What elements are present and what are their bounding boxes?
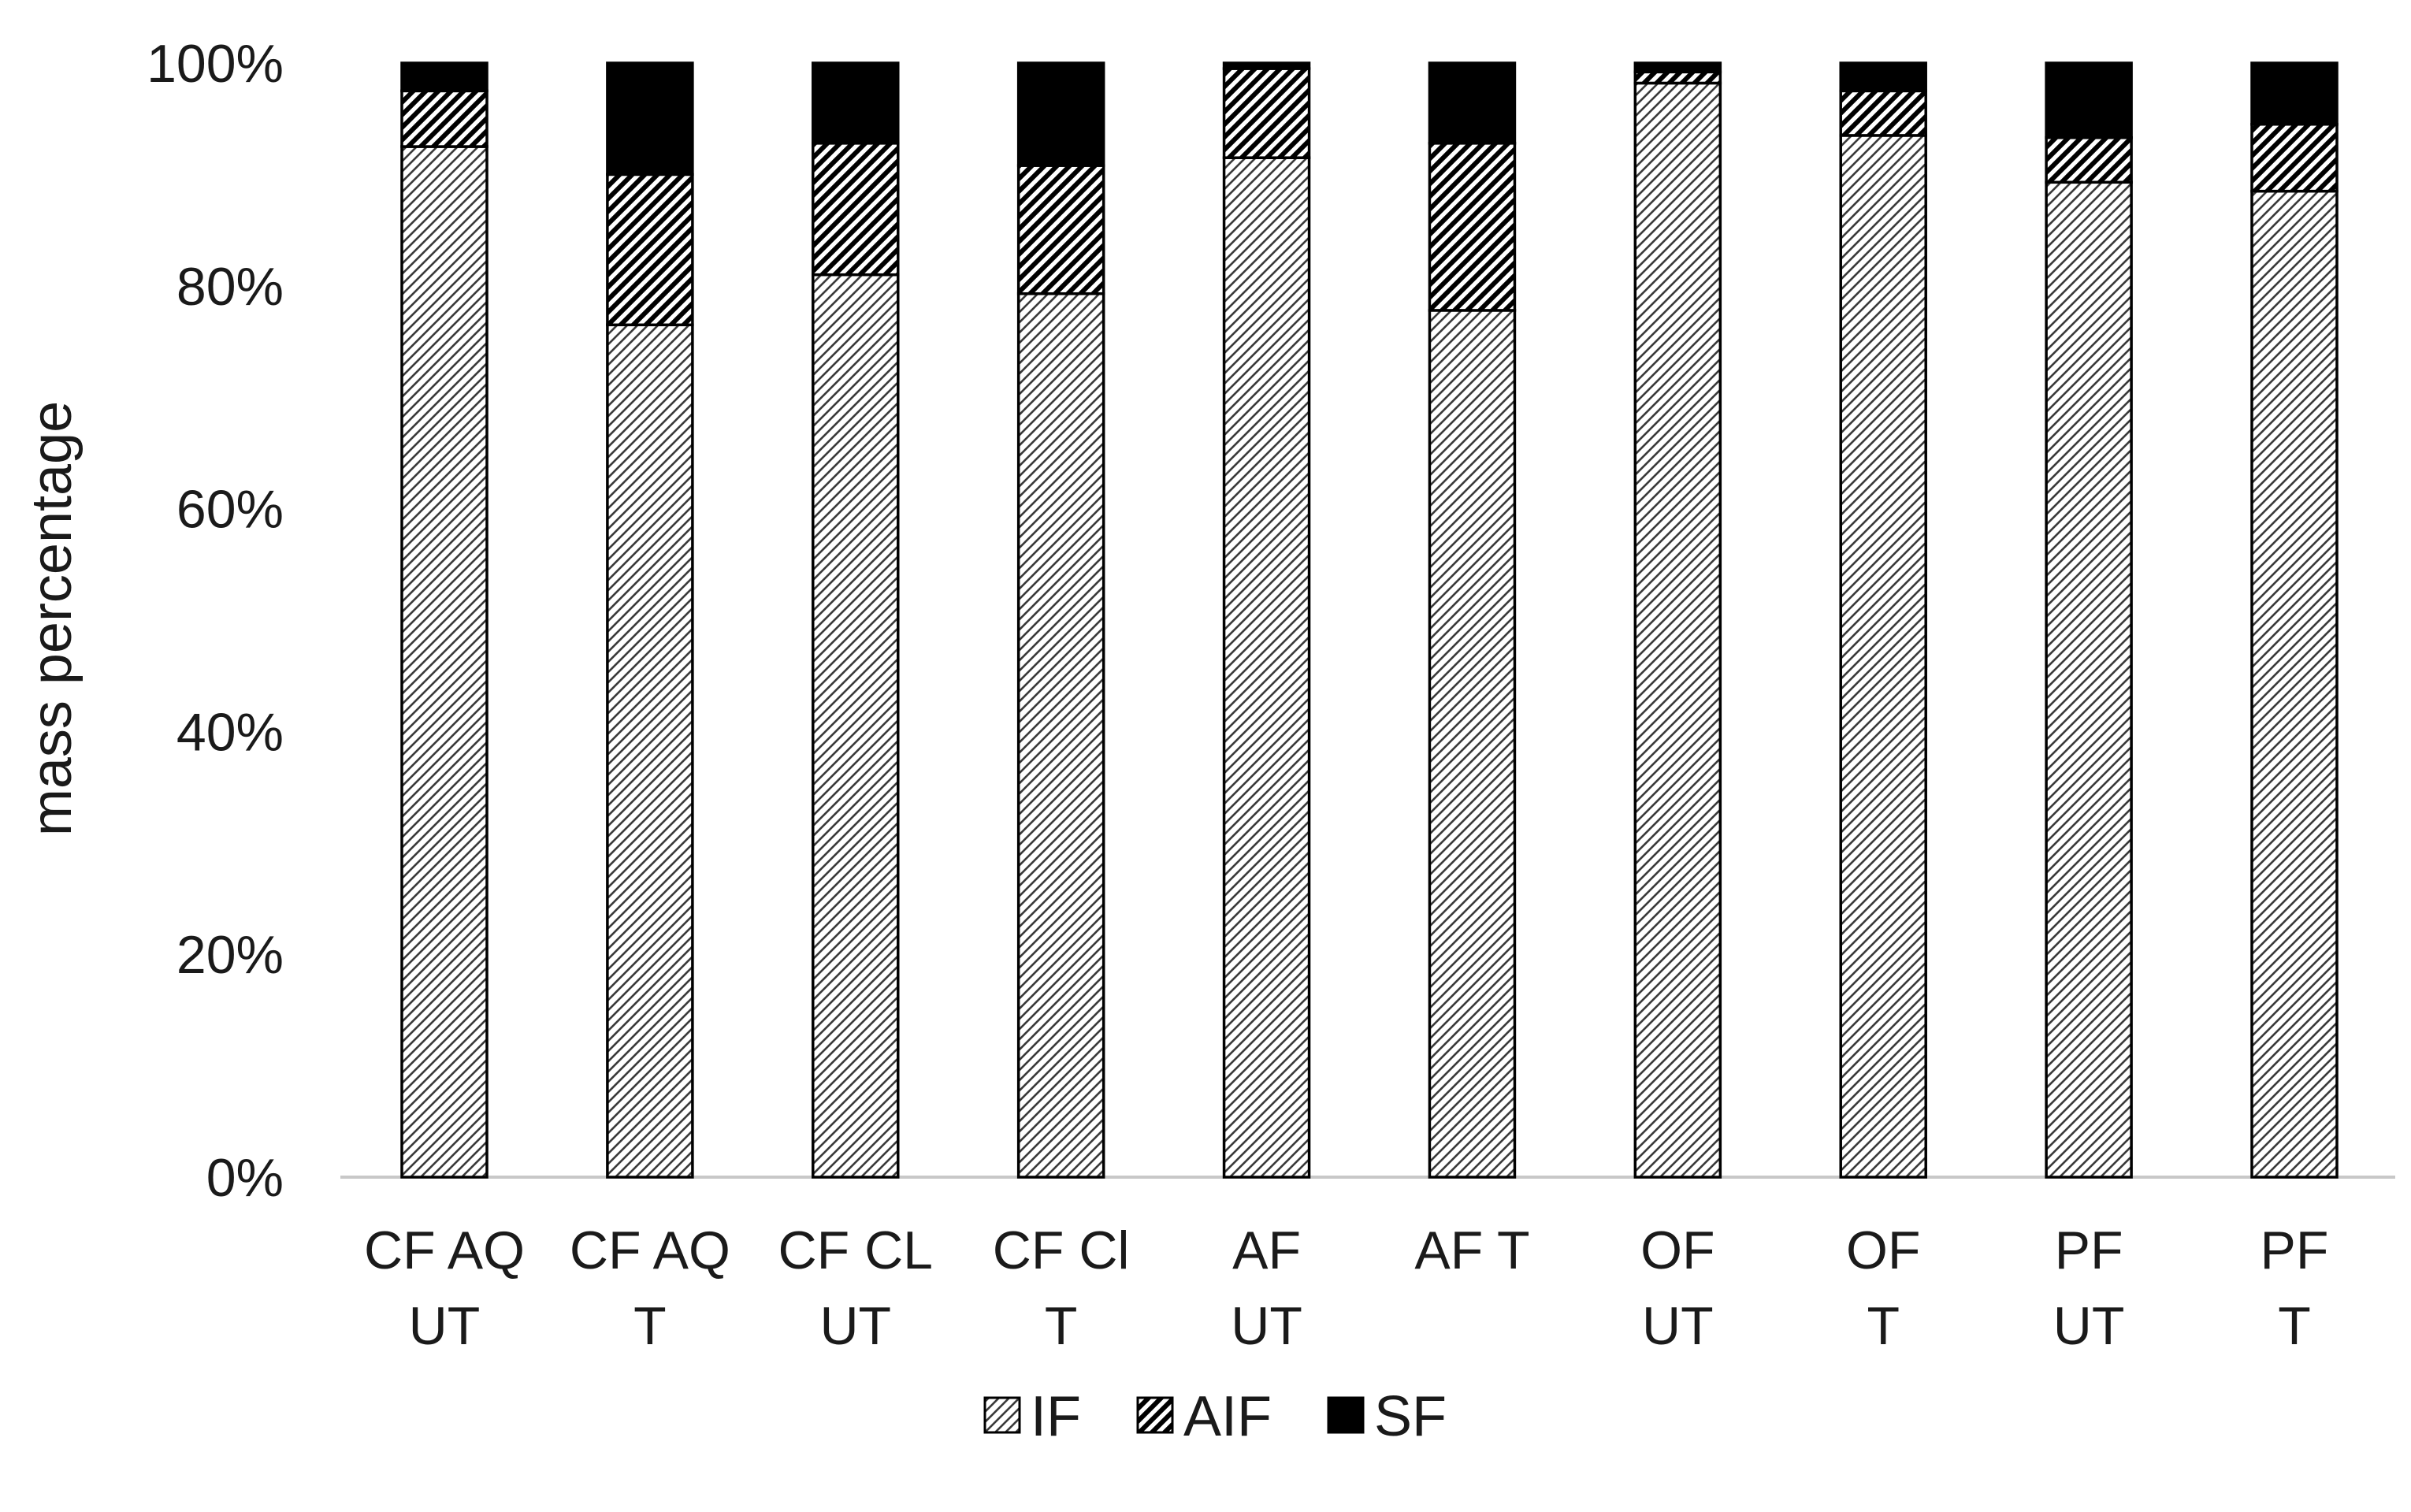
x-category-label-line-1: OF: [1640, 1220, 1714, 1280]
x-category-label-line-2: UT: [1642, 1296, 1714, 1356]
y-tick-label: 20%: [176, 925, 284, 985]
x-category-label-line-1: AF: [1232, 1220, 1301, 1280]
bar-segment-sf-af-t: [1428, 61, 1517, 145]
bar-segment-aif-cf-aq-t: [606, 173, 694, 327]
x-category-label-line-2: UT: [2053, 1296, 2125, 1356]
legend-label-if: IF: [1031, 1385, 1081, 1448]
bar-segment-sf-cf-cl-t: [1016, 61, 1105, 167]
legend-item-if: IF: [983, 1385, 1081, 1448]
x-category-label-line-1: PF: [2261, 1220, 2329, 1280]
x-category-label-line-2: T: [2278, 1296, 2311, 1356]
bar-segment-if-pf-ut: [2045, 180, 2133, 1179]
bar-segment-sf-pf-ut: [2045, 61, 2133, 139]
x-category-label-line-1: CF AQ: [570, 1220, 730, 1280]
bar-segment-if-af-t: [1428, 309, 1517, 1179]
x-category-label-line-2: T: [1867, 1296, 1900, 1356]
bar-pf-t: [2250, 61, 2339, 1179]
x-category-label-line-2: T: [1045, 1296, 1078, 1356]
bar-segment-sf-of-ut: [1633, 61, 1722, 74]
bar-segment-aif-af-ut: [1222, 67, 1311, 159]
bar-cf-cl-t: [1016, 61, 1105, 1179]
x-axis-category-labels: CF AQ UT CF AQ T CF CL UT CF Cl T AF UT AF T OF UT OF…: [364, 1220, 2328, 1356]
y-tick-label: 100%: [147, 34, 284, 94]
bar-segment-if-of-t: [1839, 134, 1927, 1179]
bar-segment-if-cf-aq-t: [606, 323, 694, 1179]
y-axis-title: mass percentage: [20, 401, 84, 836]
bar-segment-sf-cf-aq-ut: [400, 61, 489, 93]
legend-item-aif: AIF: [1136, 1385, 1272, 1448]
bar-of-t: [1839, 61, 1927, 1179]
x-category-label-line-2: UT: [1231, 1296, 1302, 1356]
x-category-label-line-2: T: [633, 1296, 667, 1356]
bar-segment-aif-pf-ut: [2045, 136, 2133, 184]
bar-segment-sf-cf-cl-ut: [812, 61, 900, 145]
legend-swatch-if: [983, 1396, 1021, 1434]
bar-segment-aif-of-ut: [1633, 70, 1722, 85]
bar-segment-aif-cf-aq-ut: [400, 89, 489, 148]
x-category-label-line-2: UT: [409, 1296, 481, 1356]
bar-segment-if-af-ut: [1222, 156, 1311, 1179]
bar-segment-aif-cf-cl-ut: [812, 142, 900, 277]
bar-segment-sf-pf-t: [2250, 61, 2339, 126]
y-tick-label: 40%: [176, 702, 284, 762]
bar-segment-aif-cf-cl-t: [1016, 164, 1105, 295]
bar-segment-if-of-ut: [1633, 81, 1722, 1179]
bar-pf-ut: [2045, 61, 2133, 1179]
bar-cf-cl-ut: [812, 61, 900, 1179]
x-category-label-line-1: CF Cl: [993, 1220, 1130, 1280]
x-category-label-line-1: AF T: [1414, 1220, 1529, 1280]
y-axis: 0% 20% 40% 60% 80% 100%: [147, 34, 284, 1208]
bar-of-ut: [1633, 61, 1722, 1179]
bar-cf-aq-ut: [400, 61, 489, 1179]
y-tick-label: 0%: [206, 1148, 284, 1208]
bar-segment-aif-of-t: [1839, 89, 1927, 137]
legend-item-sf: SF: [1327, 1385, 1447, 1448]
bar-segment-sf-af-ut: [1222, 61, 1311, 70]
bars: [400, 61, 2339, 1179]
bar-segment-if-cf-cl-ut: [812, 273, 900, 1179]
bar-segment-if-cf-aq-ut: [400, 145, 489, 1179]
legend-label-aif: AIF: [1183, 1385, 1272, 1448]
bar-segment-aif-pf-t: [2250, 123, 2339, 193]
bar-segment-aif-af-t: [1428, 142, 1517, 312]
x-category-label-line-1: PF: [2055, 1220, 2123, 1280]
bar-af-t: [1428, 61, 1517, 1179]
y-tick-label: 80%: [176, 257, 284, 317]
bar-cf-aq-t: [606, 61, 694, 1179]
bar-segment-sf-cf-aq-t: [606, 61, 694, 176]
bar-segment-if-cf-cl-t: [1016, 292, 1105, 1179]
x-category-label-line-1: CF AQ: [364, 1220, 525, 1280]
x-category-label-line-1: OF: [1846, 1220, 1920, 1280]
legend-label-sf: SF: [1374, 1385, 1447, 1448]
bar-af-ut: [1222, 61, 1311, 1179]
bar-segment-if-pf-t: [2250, 189, 2339, 1179]
x-category-label-line-2: UT: [819, 1296, 891, 1356]
legend-swatch-aif: [1136, 1396, 1174, 1434]
legend-swatch-sf: [1327, 1396, 1365, 1434]
x-category-label-line-1: CF CL: [778, 1220, 933, 1280]
bar-segment-sf-of-t: [1839, 61, 1927, 93]
legend: IF AIF SF: [983, 1385, 1447, 1448]
y-tick-label: 60%: [176, 480, 284, 540]
